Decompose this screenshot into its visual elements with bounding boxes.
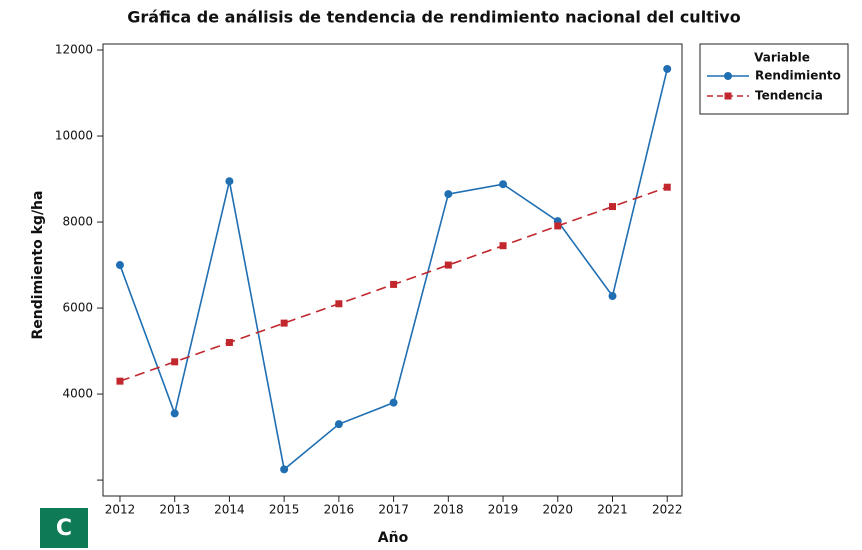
marker [335,300,343,308]
y-tick-label: 8000 [62,215,93,229]
legend-box [699,43,849,115]
marker [554,222,562,230]
panel-badge [40,508,88,548]
marker [390,280,398,288]
legend-label: Rendimiento [755,69,841,83]
x-tick-label: 2018 [433,503,464,517]
marker [225,177,234,186]
x-tick-label: 2019 [488,503,519,517]
x-tick-label: 2017 [378,503,409,517]
x-tick-label: 2020 [542,503,573,517]
marker [280,465,289,474]
y-tick-label: 6000 [62,301,93,315]
x-tick-label: 2012 [105,503,136,517]
marker [334,420,343,429]
marker [225,338,233,346]
marker [116,377,124,385]
marker [389,398,398,407]
marker [663,183,671,191]
x-tick-label: 2013 [159,503,190,517]
marker [499,242,507,250]
x-axis-label: Año [378,530,409,546]
plot-frame [102,43,683,497]
series-line [119,68,669,471]
marker [171,358,179,366]
marker [444,261,452,269]
x-tick-label: 2022 [652,503,683,517]
marker [280,319,288,327]
x-tick-label: 2016 [324,503,355,517]
marker [608,292,617,301]
x-tick-label: 2014 [214,503,245,517]
y-axis-label: Rendimiento kg/ha [30,191,46,340]
marker [444,190,453,199]
marker [170,409,179,418]
marker [499,180,508,189]
legend-marker [724,72,732,80]
legend-title: Variable [754,51,810,65]
marker [608,203,616,211]
legend-label: Tendencia [755,89,823,103]
chart-title: Gráfica de análisis de tendencia de rend… [127,8,740,27]
marker [663,64,672,73]
legend-marker [724,92,732,100]
y-tick-label: 10000 [55,129,93,143]
x-tick-label: 2021 [597,503,628,517]
panel-label: C [56,516,72,541]
marker [115,261,124,270]
y-tick-label: 12000 [55,43,93,57]
y-tick-label: 4000 [62,387,93,401]
x-tick-label: 2015 [269,503,300,517]
